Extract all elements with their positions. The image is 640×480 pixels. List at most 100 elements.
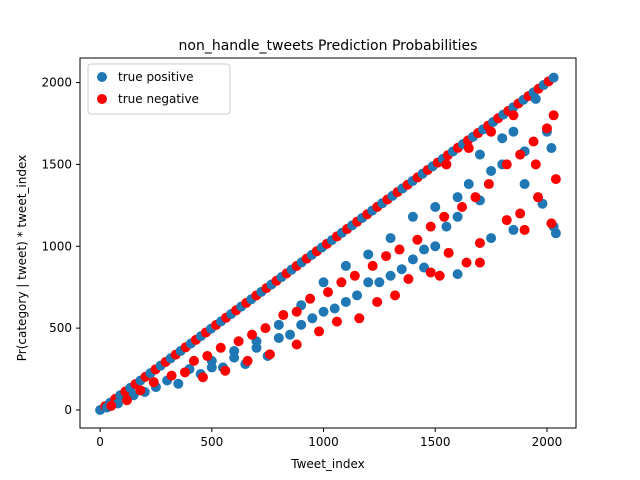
true-negative-point xyxy=(197,372,208,383)
true-positive-point xyxy=(318,277,329,288)
true-positive-point xyxy=(497,133,508,144)
x-tick-label: 1000 xyxy=(308,435,339,449)
true-positive-point xyxy=(452,269,463,280)
true-positive-point xyxy=(486,165,497,176)
true-positive-point xyxy=(340,260,351,271)
true-negative-point xyxy=(202,350,213,361)
true-negative-point xyxy=(474,238,485,248)
true-negative-point xyxy=(390,290,401,301)
true-negative-point xyxy=(474,257,485,268)
true-negative-point xyxy=(463,143,474,154)
plot-frame xyxy=(79,57,577,429)
x-tick-label: 0 xyxy=(96,435,104,449)
true-negative-point xyxy=(403,274,414,285)
true-positive-point xyxy=(352,290,363,301)
true-positive-point xyxy=(430,241,441,252)
true-positive-point xyxy=(273,332,284,343)
true-positive-point xyxy=(285,329,296,340)
y-tick-label: 500 xyxy=(49,321,72,335)
y-tick-label: 2000 xyxy=(41,76,72,90)
true-negative-point xyxy=(443,247,454,258)
chart-title: non_handle_tweets Prediction Probabiliti… xyxy=(179,38,478,54)
diagonal-point xyxy=(548,72,559,83)
true-positive-point xyxy=(363,277,374,288)
true-positive-point xyxy=(441,221,452,232)
plot-area: 0 500 1000 1500 2000 0 500 1000 1500 2000 xyxy=(41,57,577,449)
true-negative-point xyxy=(305,293,316,304)
true-negative-point xyxy=(121,395,132,406)
true-negative-point xyxy=(220,365,231,376)
true-negative-point xyxy=(515,208,526,219)
true-negative-point xyxy=(457,201,468,212)
true-negative-point xyxy=(486,126,497,137)
true-negative-point xyxy=(264,349,275,360)
y-tick-label: 1500 xyxy=(41,157,72,171)
true-negative-point xyxy=(323,287,333,298)
legend-label: true negative xyxy=(118,92,199,106)
true-negative-point xyxy=(336,277,347,288)
true-positive-point xyxy=(407,211,418,222)
true-negative-point xyxy=(148,377,159,388)
true-positive-point xyxy=(173,378,184,389)
x-tick-label: 500 xyxy=(200,435,223,449)
true-negative-point xyxy=(180,367,191,378)
true-negative-point xyxy=(439,211,450,222)
legend-marker xyxy=(97,72,107,82)
x-tick-label: 1500 xyxy=(420,435,451,449)
true-negative-point xyxy=(166,370,177,381)
true-negative-point xyxy=(291,306,302,317)
true-negative-point xyxy=(372,296,383,307)
true-positive-point xyxy=(251,342,262,353)
true-negative-point xyxy=(550,174,561,185)
true-positive-point xyxy=(486,233,497,244)
true-negative-point xyxy=(331,316,342,327)
legend-marker xyxy=(97,94,107,104)
true-positive-point xyxy=(463,179,474,190)
true-negative-point xyxy=(106,400,117,411)
true-negative-point xyxy=(425,221,436,232)
true-positive-point xyxy=(296,319,307,330)
true-negative-point xyxy=(515,149,526,160)
true-positive-point xyxy=(508,224,519,235)
true-negative-point xyxy=(425,267,436,278)
true-negative-point xyxy=(394,244,405,255)
true-positive-point xyxy=(407,254,418,265)
true-positive-point xyxy=(530,93,541,104)
y-axis-label: Pr(category | tweet) * tweet_index xyxy=(15,155,29,361)
true-negative-point xyxy=(242,355,253,366)
true-negative-point xyxy=(470,192,481,203)
true-negative-point xyxy=(548,110,559,121)
true-positive-point xyxy=(273,319,284,330)
legend-label: true positive xyxy=(118,70,194,84)
true-negative-point xyxy=(354,313,365,324)
true-negative-point xyxy=(135,385,146,396)
true-negative-point xyxy=(541,123,552,134)
true-negative-point xyxy=(381,251,392,262)
true-positive-point xyxy=(385,233,396,244)
true-negative-point xyxy=(314,326,325,337)
true-negative-point xyxy=(188,355,199,366)
legend-box xyxy=(87,63,231,115)
true-negative-point xyxy=(233,336,244,347)
true-positive-point xyxy=(229,352,240,363)
true-negative-point xyxy=(247,329,258,340)
true-negative-point xyxy=(530,159,541,170)
true-positive-point xyxy=(318,306,329,317)
true-positive-point xyxy=(474,149,485,160)
true-negative-point xyxy=(278,310,289,321)
true-negative-point xyxy=(533,192,544,203)
true-positive-point xyxy=(363,249,374,260)
true-negative-point xyxy=(215,342,226,353)
x-axis-label: Tweet_index xyxy=(290,457,364,471)
true-negative-point xyxy=(367,260,378,271)
true-positive-point xyxy=(385,270,396,281)
legend: true positive true negative xyxy=(87,63,231,115)
true-negative-point xyxy=(291,339,302,350)
true-negative-point xyxy=(546,218,557,229)
true-positive-point xyxy=(340,296,351,307)
true-positive-point xyxy=(452,192,463,203)
true-negative-point xyxy=(501,215,512,226)
true-positive-point xyxy=(206,362,217,373)
true-positive-point xyxy=(430,201,441,212)
